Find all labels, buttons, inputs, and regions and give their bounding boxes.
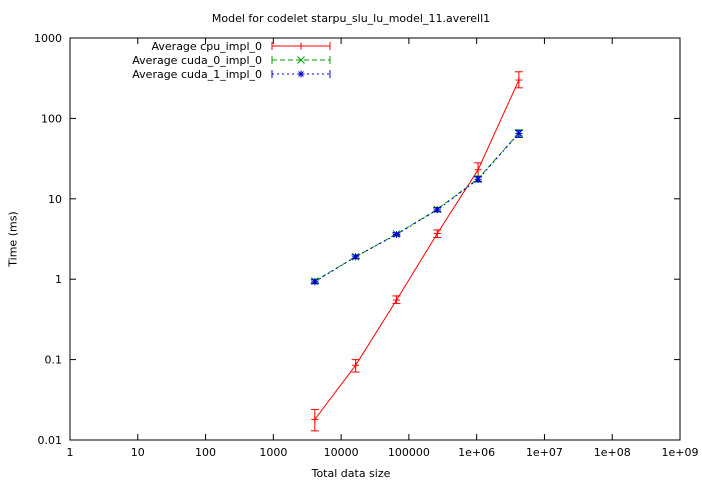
legend-label: Average cuda_0_impl_0 (132, 53, 262, 67)
svg-text:1: 1 (55, 273, 62, 286)
svg-text:0.1: 0.1 (45, 354, 63, 367)
legend-label: Average cuda_1_impl_0 (132, 67, 262, 81)
legend-item-cpu-impl-0: Average cpu_impl_0 (96, 39, 332, 53)
svg-text:10000: 10000 (324, 446, 359, 459)
svg-text:100: 100 (41, 112, 62, 125)
y-axis-label: Time (ms) (6, 211, 20, 267)
legend-sample-line (271, 70, 331, 78)
svg-text:1e+06: 1e+06 (458, 446, 495, 459)
svg-text:1000: 1000 (259, 446, 287, 459)
svg-text:0.01: 0.01 (38, 434, 63, 447)
legend-label: Average cpu_impl_0 (151, 39, 262, 53)
svg-text:1000: 1000 (34, 32, 62, 45)
svg-text:100000: 100000 (388, 446, 430, 459)
legend-sample-line (271, 56, 331, 64)
legend-sample-line (271, 42, 331, 50)
chart-title: Model for codelet starpu_slu_lu_model_11… (211, 12, 491, 25)
x-axis-label: Total data size (311, 467, 391, 480)
legend: Average cpu_impl_0 Average cuda_0_impl_0… (96, 39, 332, 81)
svg-text:10: 10 (131, 446, 145, 459)
svg-text:1e+08: 1e+08 (594, 446, 631, 459)
svg-text:10: 10 (48, 193, 62, 206)
svg-text:1e+09: 1e+09 (662, 446, 699, 459)
legend-item-cuda-1-impl-0: Average cuda_1_impl_0 (96, 67, 332, 81)
legend-item-cuda-0-impl-0: Average cuda_0_impl_0 (96, 53, 332, 67)
svg-text:1: 1 (67, 446, 74, 459)
svg-text:1e+07: 1e+07 (526, 446, 563, 459)
svg-text:100: 100 (195, 446, 216, 459)
